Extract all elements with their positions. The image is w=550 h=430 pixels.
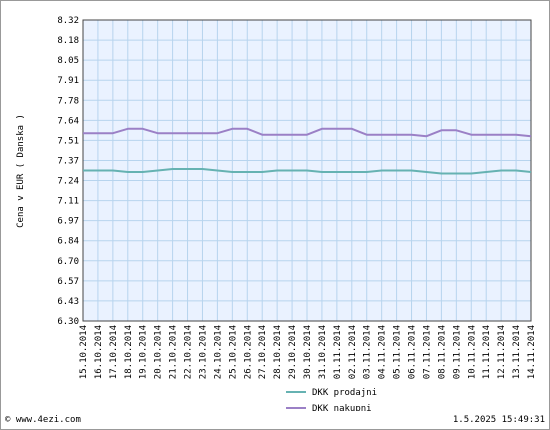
y-tick-label: 7.24: [57, 177, 79, 187]
x-tick-label: 05.11.2014: [393, 325, 403, 379]
series-line-0: [83, 168, 532, 175]
x-tick-label: 20.10.2014: [154, 325, 164, 379]
x-tick-label: 31.10.2014: [318, 325, 328, 379]
x-tick-label: 25.10.2014: [228, 325, 238, 379]
x-tick-label: 21.10.2014: [169, 325, 179, 379]
x-tick-label: 28.10.2014: [273, 325, 283, 379]
y-tick-label: 7.11: [57, 197, 79, 207]
x-tick-label: 02.11.2014: [348, 325, 358, 379]
y-tick-label: 6.70: [57, 257, 79, 267]
line-chart: 8.32 8.18 8.05 7.91 7.78 7.64 7.51 7.37 7.24 7.11…: [16, 16, 537, 414]
series-line-1: [83, 127, 532, 138]
y-tick-label: 7.37: [57, 156, 79, 166]
x-tick-label: 22.10.2014: [184, 325, 194, 379]
y-tick-label: 6.97: [57, 217, 79, 227]
x-tick-label: 04.11.2014: [378, 325, 388, 379]
x-tick-label: 30.10.2014: [303, 325, 313, 379]
x-tick-label: 18.10.2014: [124, 325, 134, 379]
y-tick-label: 6.30: [57, 317, 79, 327]
y-tick-label: 6.57: [57, 277, 79, 287]
legend-label-0: DKK prodajni: [312, 388, 377, 398]
y-tick-label: 6.84: [57, 237, 79, 247]
y-axis-label: Cena v EUR ( Danska ): [16, 114, 26, 228]
timestamp: 1.5.2025 15:49:31: [452, 415, 545, 425]
x-tick-label: 14.11.2014: [527, 325, 537, 379]
x-tick-label: 19.10.2014: [139, 325, 149, 379]
x-tick-label: 17.10.2014: [109, 325, 119, 379]
x-tick-label: 11.11.2014: [482, 325, 492, 379]
x-tick-label: 24.10.2014: [213, 325, 223, 379]
y-tick-label: 6.43: [57, 297, 79, 307]
x-tick-label: 06.11.2014: [408, 325, 418, 379]
y-tick-label: 7.51: [57, 136, 79, 146]
x-tick-label: 29.10.2014: [288, 325, 298, 379]
x-tick-label: 15.10.2014: [79, 325, 89, 379]
y-tick-label: 8.18: [57, 36, 79, 46]
x-tick-label: 27.10.2014: [258, 325, 268, 379]
source-credit: © www.4ezi.com: [5, 415, 81, 425]
x-tick-label: 26.10.2014: [243, 325, 253, 379]
x-tick-label: 07.11.2014: [422, 325, 432, 379]
x-tick-label: 09.11.2014: [452, 325, 462, 379]
x-tick-label: 13.11.2014: [512, 325, 522, 379]
y-tick-label: 8.05: [57, 56, 79, 66]
y-tick-label: 7.91: [57, 76, 79, 86]
x-tick-label: 10.11.2014: [467, 325, 477, 379]
x-tick-label: 16.10.2014: [94, 325, 104, 379]
y-tick-label: 8.32: [57, 16, 79, 26]
legend-label-1: DKK nakupni: [312, 404, 372, 411]
x-tick-label: 01.11.2014: [333, 325, 343, 379]
y-tick-label: 7.64: [57, 116, 79, 126]
x-tick-label: 23.10.2014: [198, 325, 208, 379]
x-tick-label: 03.11.2014: [363, 325, 373, 379]
y-tick-label: 7.78: [57, 96, 79, 106]
x-tick-label: 12.11.2014: [497, 325, 507, 379]
x-tick-label: 08.11.2014: [437, 325, 447, 379]
